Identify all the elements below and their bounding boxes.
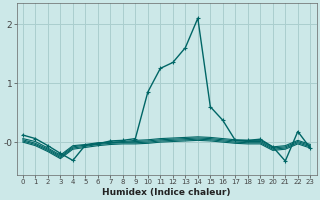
X-axis label: Humidex (Indice chaleur): Humidex (Indice chaleur): [102, 188, 231, 197]
